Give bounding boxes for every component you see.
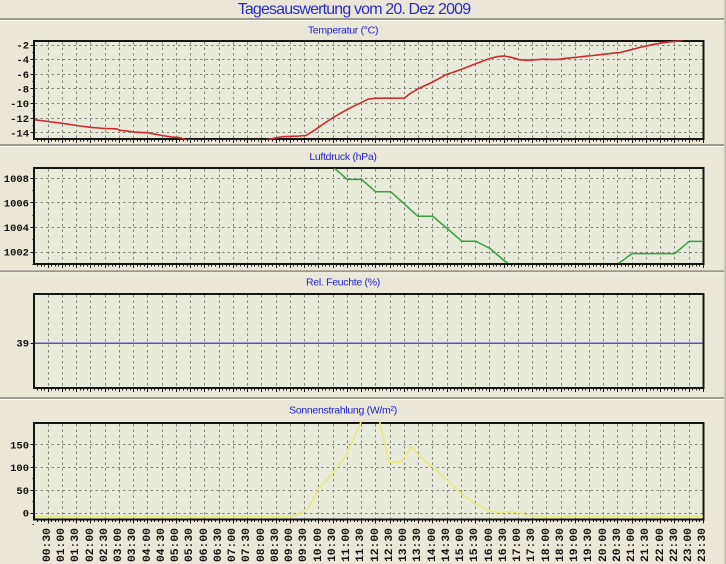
svg-text:Tagesauswertung vom 20. Dez 20: Tagesauswertung vom 20. Dez 2009 [238,1,471,18]
svg-text:1004: 1004 [4,223,29,235]
svg-text:-6: -6 [16,70,29,82]
svg-text:1006: 1006 [4,198,29,210]
svg-text:Sonnenstrahlung (W/m²): Sonnenstrahlung (W/m²) [289,405,397,417]
svg-text:Luftdruck (hPa): Luftdruck (hPa) [309,151,376,163]
svg-text:-14: -14 [10,128,29,140]
svg-text:-4: -4 [16,55,29,67]
svg-text:150: 150 [10,440,29,452]
svg-text:1008: 1008 [4,174,29,186]
svg-text:100: 100 [10,463,29,475]
svg-text:1002: 1002 [4,248,29,260]
svg-text:39: 39 [16,339,29,351]
svg-text:-10: -10 [10,99,29,111]
svg-text:0: 0 [23,509,29,521]
svg-text:Temperatur (°C): Temperatur (°C) [308,25,378,37]
svg-text:Rel. Feuchte (%): Rel. Feuchte (%) [306,277,380,289]
svg-text:-12: -12 [10,114,29,126]
svg-text:50: 50 [16,486,29,498]
svg-text:-8: -8 [16,84,29,96]
svg-text:-2: -2 [16,41,29,53]
